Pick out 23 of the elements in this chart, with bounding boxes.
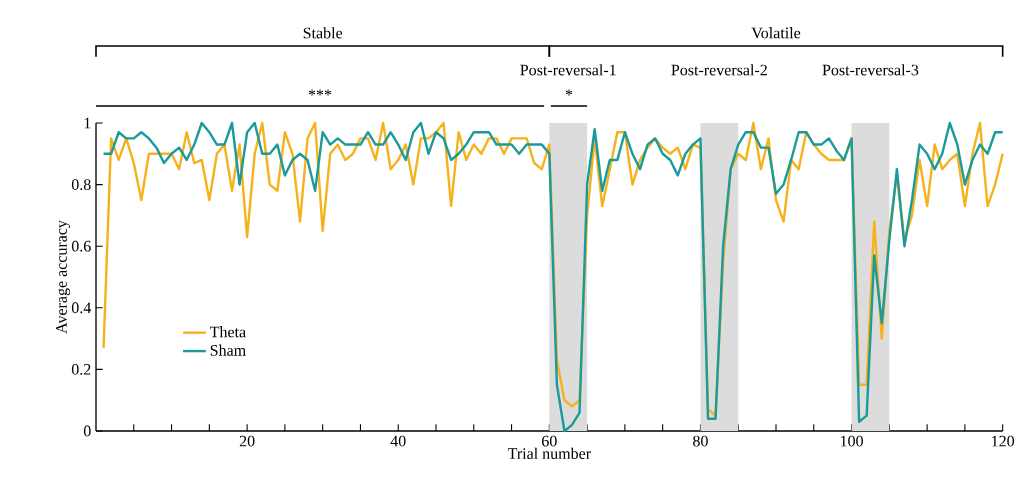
legend-label: Theta: [209, 326, 246, 338]
y-tick-label: 0: [83, 425, 91, 437]
y-tick-label: 0.8: [71, 179, 91, 191]
y-tick-label: 1: [84, 117, 91, 129]
text: Volatile: [751, 27, 801, 39]
x-tick-label: 80: [693, 435, 708, 447]
x-tick-label: 60: [542, 435, 557, 447]
y-tick-label: 0.2: [71, 363, 91, 375]
text: Post-reversal-2: [671, 64, 767, 76]
y-tick-label: 0.4: [71, 302, 92, 314]
legend-label: Sham: [210, 344, 246, 356]
x-tick-label: 40: [390, 435, 406, 447]
text: ***: [308, 89, 332, 96]
y-axis-title: Average accuracy: [56, 220, 71, 334]
x-tick-label: 20: [239, 435, 255, 447]
text: Post-reversal-3: [822, 64, 919, 76]
x-axis-title: Trial number: [507, 447, 591, 459]
text: *: [565, 89, 573, 96]
text: Stable: [303, 27, 343, 39]
x-tick-label: 100: [840, 435, 863, 447]
text: Post-reversal-1: [520, 64, 616, 76]
y-tick-label: 0.6: [71, 240, 91, 252]
x-tick-label: 120: [992, 435, 1015, 447]
